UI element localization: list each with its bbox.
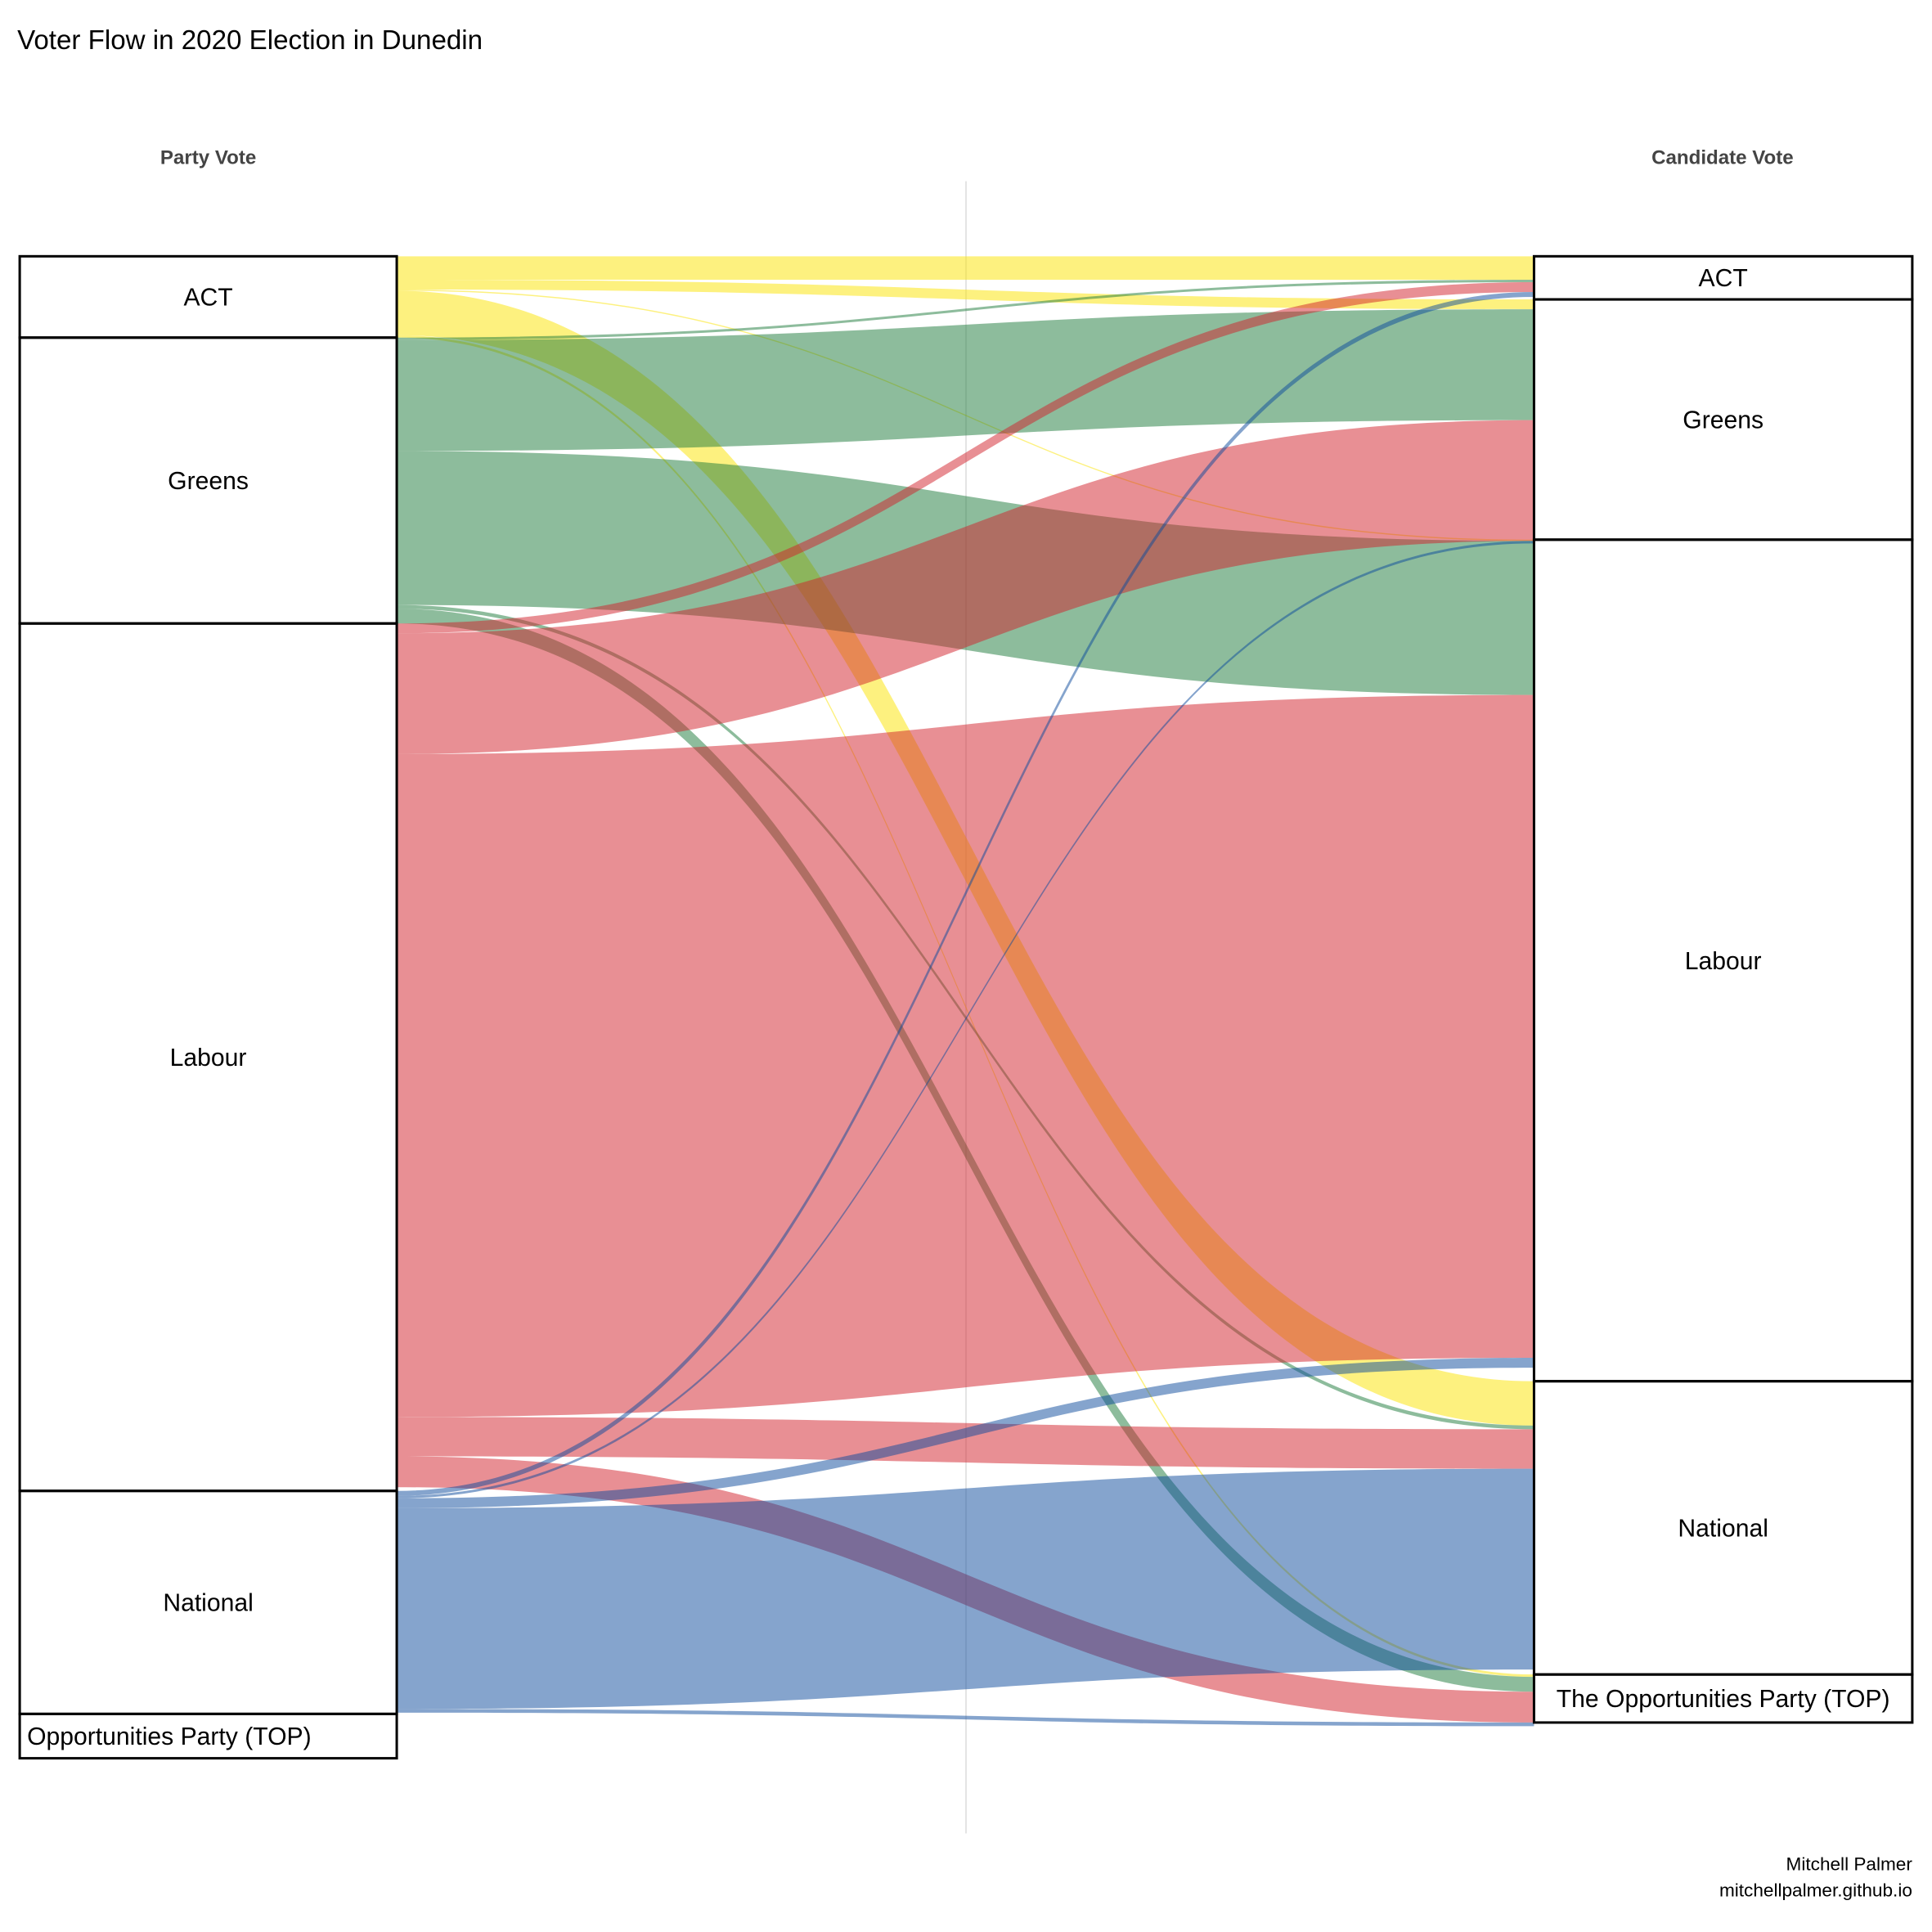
right-node-label-national: National bbox=[1678, 1515, 1768, 1542]
left-node-label-labour: Labour bbox=[170, 1045, 247, 1072]
right-node-label-top: The Opportunities Party (TOP) bbox=[1557, 1686, 1890, 1713]
right-node-label-labour: Labour bbox=[1685, 948, 1762, 975]
flows-layer bbox=[397, 256, 1534, 1727]
flow-labour-to-greens bbox=[397, 420, 1534, 754]
flow-labour-to-act bbox=[397, 281, 1534, 634]
flow-labour-to-national bbox=[397, 1417, 1534, 1469]
flow-labour-to-labour bbox=[397, 694, 1534, 1418]
left-node-top bbox=[18, 1712, 398, 1760]
flow-national-to-labour bbox=[397, 1358, 1534, 1508]
left-node-label-act: ACT bbox=[183, 285, 232, 312]
caption-url: mitchellpalmer.github.io bbox=[1719, 1880, 1912, 1900]
left-axis-title: Party Vote bbox=[160, 146, 256, 168]
right-node-label-greens: Greens bbox=[1683, 407, 1764, 434]
flow-greens-to-greens bbox=[397, 309, 1534, 452]
right-axis-title: Candidate Vote bbox=[1651, 146, 1794, 168]
left-node-label-top: Opportunities Party (TOP) bbox=[27, 1723, 312, 1750]
caption-author: Mitchell Palmer bbox=[1786, 1854, 1913, 1875]
nodes-layer: ACT Greens Labour National Opportunities Par… bbox=[18, 254, 1914, 1760]
flow-greens-to-act bbox=[397, 279, 1534, 340]
flow-act-to-act bbox=[397, 256, 1534, 280]
left-node-label-national: National bbox=[163, 1590, 253, 1617]
flow-national-to-greens bbox=[397, 541, 1534, 1498]
flow-national-to-top bbox=[397, 1709, 1534, 1727]
flow-act-to-greens bbox=[397, 279, 1534, 310]
right-node-top bbox=[1532, 1673, 1914, 1724]
right-node-label-act: ACT bbox=[1699, 265, 1748, 292]
flow-national-to-national bbox=[397, 1468, 1534, 1710]
flow-national-to-act bbox=[397, 292, 1534, 1496]
chart-title: Voter Flow in 2020 Election in Dunedin bbox=[17, 25, 483, 56]
left-node-label-greens: Greens bbox=[168, 468, 249, 495]
